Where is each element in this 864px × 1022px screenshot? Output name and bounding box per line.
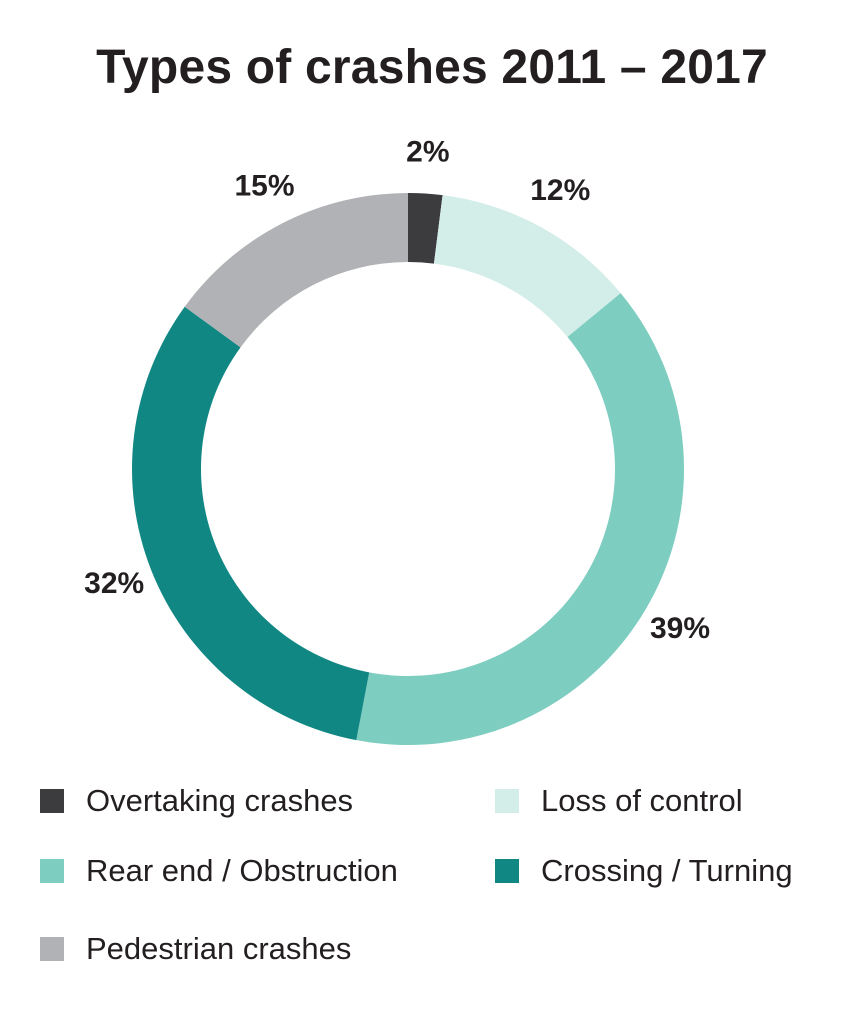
legend-swatch (40, 789, 64, 813)
data-label-overtaking-crashes: 2% (406, 136, 449, 169)
legend-item-overtaking-crashes: Overtaking crashes (40, 778, 353, 824)
donut-chart: 2% 12% 39% 32% 15% (84, 136, 710, 746)
legend-item-loss-of-control: Loss of control (495, 778, 743, 824)
chart-title: Types of crashes 2011 – 2017 (96, 41, 768, 94)
data-label-pedestrian-crashes: 15% (235, 169, 295, 202)
legend-label: Pedestrian crashes (86, 931, 352, 966)
legend-swatch (495, 859, 519, 883)
donut-slice-overtaking-crashes (408, 193, 443, 264)
legend-item-pedestrian-crashes: Pedestrian crashes (40, 926, 351, 972)
data-label-crossing-turning: 32% (84, 567, 144, 600)
legend-swatch (495, 789, 519, 813)
data-label-rear-end-obstruction: 39% (650, 612, 710, 645)
legend-swatch (40, 859, 64, 883)
legend-item-crossing-turning: Crossing / Turning (495, 848, 793, 894)
legend-label: Loss of control (541, 783, 743, 818)
donut-slice-rear-end-obstruction (356, 293, 685, 746)
data-label-loss-of-control: 12% (530, 174, 590, 207)
legend-label: Crossing / Turning (541, 853, 793, 888)
legend: Overtaking crashes Loss of control Rear … (40, 778, 840, 998)
donut-slice-crossing-turning (131, 306, 370, 741)
donut-slice-loss-of-control (433, 195, 621, 338)
donut-slice-pedestrian-crashes (184, 193, 408, 348)
legend-item-rear-end-obstruction: Rear end / Obstruction (40, 848, 398, 894)
legend-label: Rear end / Obstruction (86, 853, 398, 888)
legend-swatch (40, 937, 64, 961)
legend-label: Overtaking crashes (86, 783, 354, 818)
